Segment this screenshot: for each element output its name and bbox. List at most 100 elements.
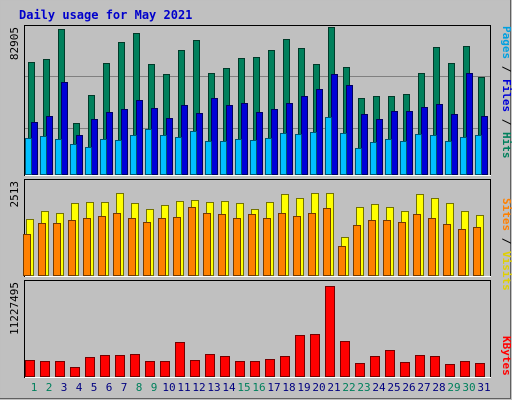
- x-tick-label: 9: [151, 381, 158, 394]
- bar-files-day-6: [106, 112, 113, 175]
- bar-files-day-2: [46, 116, 53, 175]
- bar-kbytes-day-23: [355, 363, 365, 377]
- bar-sites-day-17: [263, 218, 271, 276]
- bar-pages-day-27: [415, 134, 422, 175]
- bar-pages-day-25: [385, 139, 392, 175]
- bar-files-day-16: [256, 112, 263, 175]
- x-tick-label: 30: [462, 381, 475, 394]
- bar-files-day-19: [301, 96, 308, 175]
- x-tick-label: 20: [312, 381, 325, 394]
- bar-kbytes-day-19: [295, 335, 305, 377]
- panel-hits-max-label: 82905: [8, 27, 21, 60]
- x-tick-label: 13: [207, 381, 220, 394]
- bar-kbytes-day-27: [415, 355, 425, 377]
- bar-files-day-24: [376, 119, 383, 175]
- bar-sites-day-18: [278, 213, 286, 276]
- bar-files-day-5: [91, 119, 98, 175]
- bar-pages-day-8: [130, 135, 137, 175]
- bars: [23, 27, 488, 377]
- bar-sites-day-28: [428, 218, 436, 276]
- bar-kbytes-day-29: [445, 364, 455, 377]
- bar-sites-day-25: [383, 220, 391, 276]
- legend-pages: Pages: [500, 26, 512, 59]
- legend-sep: /: [500, 59, 512, 79]
- bar-kbytes-day-25: [385, 350, 395, 377]
- bar-kbytes-day-14: [220, 356, 230, 377]
- bar-sites-day-26: [398, 222, 406, 276]
- x-tick-label: 25: [387, 381, 400, 394]
- x-tick-label: 11: [177, 381, 190, 394]
- bar-pages-day-29: [445, 141, 452, 175]
- bar-kbytes-day-12: [190, 360, 200, 377]
- bar-pages-day-20: [310, 132, 317, 175]
- bar-sites-day-10: [158, 218, 166, 276]
- bar-pages-day-13: [205, 141, 212, 175]
- legend-files: Files: [500, 79, 512, 112]
- bar-files-day-29: [451, 114, 458, 175]
- bar-sites-day-24: [368, 220, 376, 276]
- x-tick-label: 3: [61, 381, 68, 394]
- bar-sites-day-20: [308, 213, 316, 276]
- bar-kbytes-day-5: [85, 357, 95, 377]
- x-tick-label: 31: [477, 381, 490, 394]
- x-tick-label: 15: [237, 381, 250, 394]
- bar-files-day-31: [481, 116, 488, 175]
- panel-visits-max-label: 2513: [8, 181, 21, 208]
- bar-sites-day-29: [443, 224, 451, 276]
- x-tick-label: 17: [267, 381, 280, 394]
- bar-pages-day-26: [400, 141, 407, 175]
- bar-files-day-17: [271, 109, 278, 175]
- bar-files-day-27: [421, 107, 428, 175]
- x-axis-day-labels: 1 2 3 4 5 6 7 8 9 10 11 12 13 14 15 16 17 18 19 20 21 22 23 24 2…: [31, 381, 491, 394]
- bar-kbytes-day-11: [175, 342, 185, 377]
- x-tick-label: 10: [162, 381, 175, 394]
- bar-pages-day-16: [250, 140, 257, 175]
- bar-sites-day-3: [53, 223, 61, 276]
- bar-files-day-4: [76, 135, 83, 175]
- bar-sites-day-15: [233, 218, 241, 276]
- bar-sites-day-21: [323, 208, 331, 276]
- panel-visits-legend: Sites / Visits: [500, 198, 512, 291]
- bar-sites-day-31: [473, 227, 481, 276]
- x-tick-label: 5: [91, 381, 98, 394]
- bar-kbytes-day-20: [310, 334, 320, 377]
- bar-pages-day-24: [370, 142, 377, 175]
- x-tick-label: 1: [31, 381, 38, 394]
- bar-pages-day-22: [340, 133, 347, 175]
- legend-visits: Visits: [500, 251, 512, 291]
- bar-files-day-14: [226, 105, 233, 175]
- bar-sites-day-9: [143, 222, 151, 276]
- bar-sites-day-13: [203, 213, 211, 276]
- x-tick-label: 28: [432, 381, 445, 394]
- bar-sites-day-1: [23, 234, 31, 276]
- bar-files-day-3: [61, 82, 68, 175]
- bar-sites-day-14: [218, 214, 226, 276]
- bar-kbytes-day-30: [460, 361, 470, 377]
- bar-pages-day-5: [85, 147, 92, 175]
- legend-sep: /: [500, 231, 512, 251]
- bar-sites-day-11: [173, 217, 181, 276]
- bar-pages-day-3: [55, 139, 62, 175]
- bar-sites-day-8: [128, 218, 136, 276]
- bar-files-day-15: [241, 103, 248, 175]
- bar-files-day-25: [391, 111, 398, 175]
- bar-pages-day-10: [160, 135, 167, 175]
- bar-files-day-1: [31, 122, 38, 175]
- x-tick-label: 18: [282, 381, 295, 394]
- x-tick-label: 26: [402, 381, 415, 394]
- bar-kbytes-day-13: [205, 354, 215, 377]
- bar-files-day-22: [346, 85, 353, 175]
- bar-kbytes-day-15: [235, 361, 245, 377]
- bar-pages-day-19: [295, 134, 302, 175]
- bar-pages-day-18: [280, 133, 287, 175]
- bar-files-day-20: [316, 89, 323, 175]
- x-tick-label: 22: [342, 381, 355, 394]
- x-tick-label: 8: [136, 381, 143, 394]
- bar-files-day-11: [181, 105, 188, 175]
- bar-pages-day-2: [40, 136, 47, 175]
- panel-kbytes-max-label: 11227495: [8, 282, 21, 335]
- x-tick-label: 6: [106, 381, 113, 394]
- bar-sites-day-23: [353, 225, 361, 276]
